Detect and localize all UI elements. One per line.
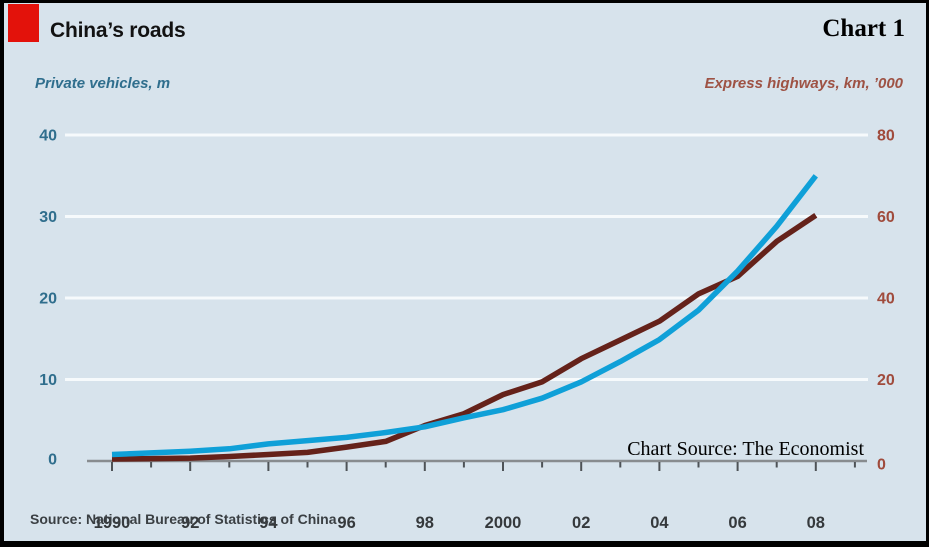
left-axis-tick-label: 30 xyxy=(39,209,57,226)
x-axis-label: 94 xyxy=(259,514,278,532)
x-axis-label: 02 xyxy=(572,514,590,532)
source-note: Source: National Bureau of Statistics of… xyxy=(30,511,337,527)
series-line-express-highways xyxy=(111,213,818,462)
x-axis-label: 96 xyxy=(337,514,355,532)
x-axis-label: 06 xyxy=(728,514,746,532)
x-axis-label: 2000 xyxy=(485,514,522,532)
right-axis-tick-label: 20 xyxy=(877,372,895,389)
x-axis-label: 04 xyxy=(650,514,669,532)
economist-red-tab xyxy=(8,4,39,42)
chart-source-annotation: Chart Source: The Economist xyxy=(627,438,864,460)
x-axis-label: 98 xyxy=(416,514,434,532)
chart-title: China’s roads xyxy=(50,19,186,42)
chart-number-label: Chart 1 xyxy=(822,15,905,42)
left-axis-title: Private vehicles, m xyxy=(35,75,171,92)
right-axis-tick-label: 0 xyxy=(877,457,886,474)
left-axis-tick-label: 20 xyxy=(39,291,57,308)
right-axis-tick-label: 80 xyxy=(877,128,895,145)
left-axis-tick-label: 10 xyxy=(39,372,57,389)
left-axis-tick-label: 0 xyxy=(48,452,57,469)
right-axis-title: Express highways, km, ’000 xyxy=(704,75,903,92)
left-axis-tick-label: 40 xyxy=(39,128,57,145)
right-axis-tick-label: 40 xyxy=(877,291,895,308)
x-axis-label: 08 xyxy=(807,514,825,532)
right-axis-tick-label: 60 xyxy=(877,209,895,226)
series-line-private-vehicles xyxy=(111,174,818,458)
x-axis-label: 92 xyxy=(181,514,199,532)
x-axis-label: 1990 xyxy=(94,514,131,532)
